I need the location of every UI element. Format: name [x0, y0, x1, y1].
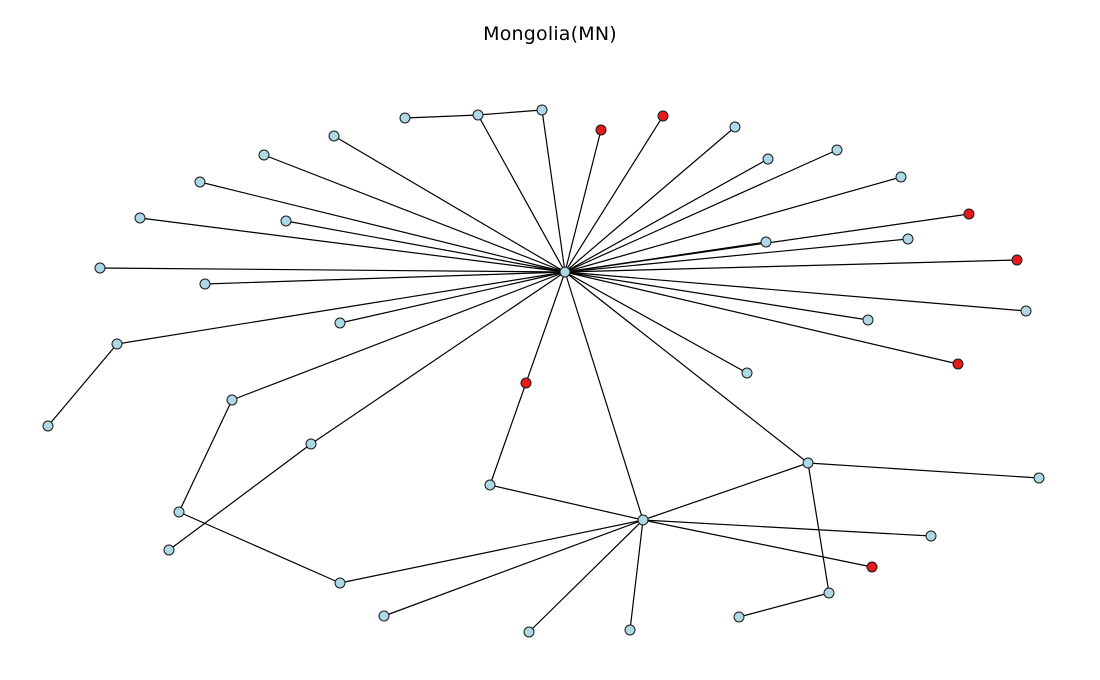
node-n36	[823, 587, 835, 599]
node-n3	[536, 104, 548, 116]
node-n22	[42, 420, 54, 432]
edge-n28-n35	[807, 462, 1040, 479]
node-n19	[199, 278, 211, 290]
node-n1	[399, 112, 411, 124]
edge-hub-n7	[564, 176, 902, 273]
edge-hub-r5	[564, 271, 959, 365]
edge-hub-n21	[231, 271, 566, 401]
node-n32	[523, 626, 535, 638]
edge-n21-n24	[178, 399, 233, 513]
edge-n2-n3	[477, 109, 543, 116]
node-n31	[378, 610, 390, 622]
edge-n27-r7	[642, 519, 873, 568]
edge-hub-r6	[525, 271, 566, 384]
edge-hub-n10	[564, 271, 1027, 312]
edge-hub-n25	[339, 271, 566, 324]
edge-hub-n2	[477, 114, 566, 273]
edge-hub-n20	[116, 271, 566, 345]
node-n26	[334, 577, 346, 589]
edge-hub-n15	[199, 181, 566, 273]
edge-hub-n19	[204, 271, 566, 285]
edge-hub-n12	[564, 271, 748, 374]
edge-n27-n26	[339, 519, 644, 584]
node-n17	[280, 215, 292, 227]
node-n25	[334, 317, 346, 329]
edge-n28-n36	[807, 462, 830, 594]
edge-n27-n28	[642, 462, 809, 521]
node-n28	[802, 457, 814, 469]
node-n13	[328, 130, 340, 142]
edge-n1-n2	[404, 114, 479, 119]
node-n6	[831, 144, 843, 156]
node-n27	[637, 514, 649, 526]
node-n29	[484, 479, 496, 491]
edge-hub-n13	[333, 135, 566, 273]
node-n20	[111, 338, 123, 350]
node-n21	[226, 394, 238, 406]
edge-hub-n16	[139, 217, 566, 273]
edge-hub-r2	[564, 115, 664, 273]
node-n2	[472, 109, 484, 121]
node-n18	[94, 262, 106, 274]
node-n10	[1020, 305, 1032, 317]
graph-title: Mongolia(MN)	[483, 23, 617, 45]
node-n11	[862, 314, 874, 326]
nodes-layer	[42, 104, 1045, 638]
edge-n27-n33	[629, 519, 644, 631]
edge-n27-n32	[528, 519, 644, 633]
node-n16	[134, 212, 146, 224]
edge-n27-n31	[383, 519, 644, 617]
highlight-node-r2	[657, 110, 669, 122]
edge-hub-r4	[564, 259, 1018, 273]
edge-hub-r1	[564, 129, 602, 273]
node-n9	[902, 233, 914, 245]
highlight-node-r4	[1011, 254, 1023, 266]
highlight-node-r6	[520, 377, 532, 389]
edge-hub-n28	[564, 271, 809, 464]
node-n37	[733, 611, 745, 623]
node-n12	[741, 367, 753, 379]
edge-n20-n22	[47, 343, 118, 427]
edge-hub-n3	[541, 109, 566, 273]
edge-n27-n34	[642, 519, 932, 537]
node-n14	[258, 149, 270, 161]
edge-hub-n27	[564, 271, 644, 521]
node-n7	[895, 171, 907, 183]
node-n34	[925, 530, 937, 542]
node-n8	[760, 236, 772, 248]
edge-hub-n11	[564, 271, 869, 321]
edge-n24-n26	[178, 511, 341, 584]
edge-hub-n14	[263, 154, 566, 273]
edge-n29-n27	[489, 484, 644, 521]
node-n5	[762, 153, 774, 165]
node-n30	[163, 544, 175, 556]
highlight-node-r5	[952, 358, 964, 370]
edge-r6-n29	[489, 382, 527, 486]
edge-hub-n18	[99, 267, 566, 273]
edges-layer	[47, 109, 1040, 633]
edge-n23-n30	[168, 443, 312, 551]
edge-hub-n4	[564, 126, 736, 273]
edge-n36-n37	[738, 592, 830, 618]
node-n33	[624, 624, 636, 636]
edge-hub-n23	[310, 271, 566, 445]
edge-hub-n5	[564, 158, 769, 273]
node-n35	[1033, 472, 1045, 484]
edge-hub-n17	[285, 220, 566, 273]
node-n4	[729, 121, 741, 133]
edge-hub-n9	[564, 238, 909, 273]
highlight-node-r7	[866, 561, 878, 573]
node-hub	[559, 266, 571, 278]
highlight-node-r3	[963, 208, 975, 220]
node-n23	[305, 438, 317, 450]
node-n24	[173, 506, 185, 518]
edge-hub-n6	[564, 149, 838, 273]
highlight-node-r1	[595, 124, 607, 136]
node-n15	[194, 176, 206, 188]
